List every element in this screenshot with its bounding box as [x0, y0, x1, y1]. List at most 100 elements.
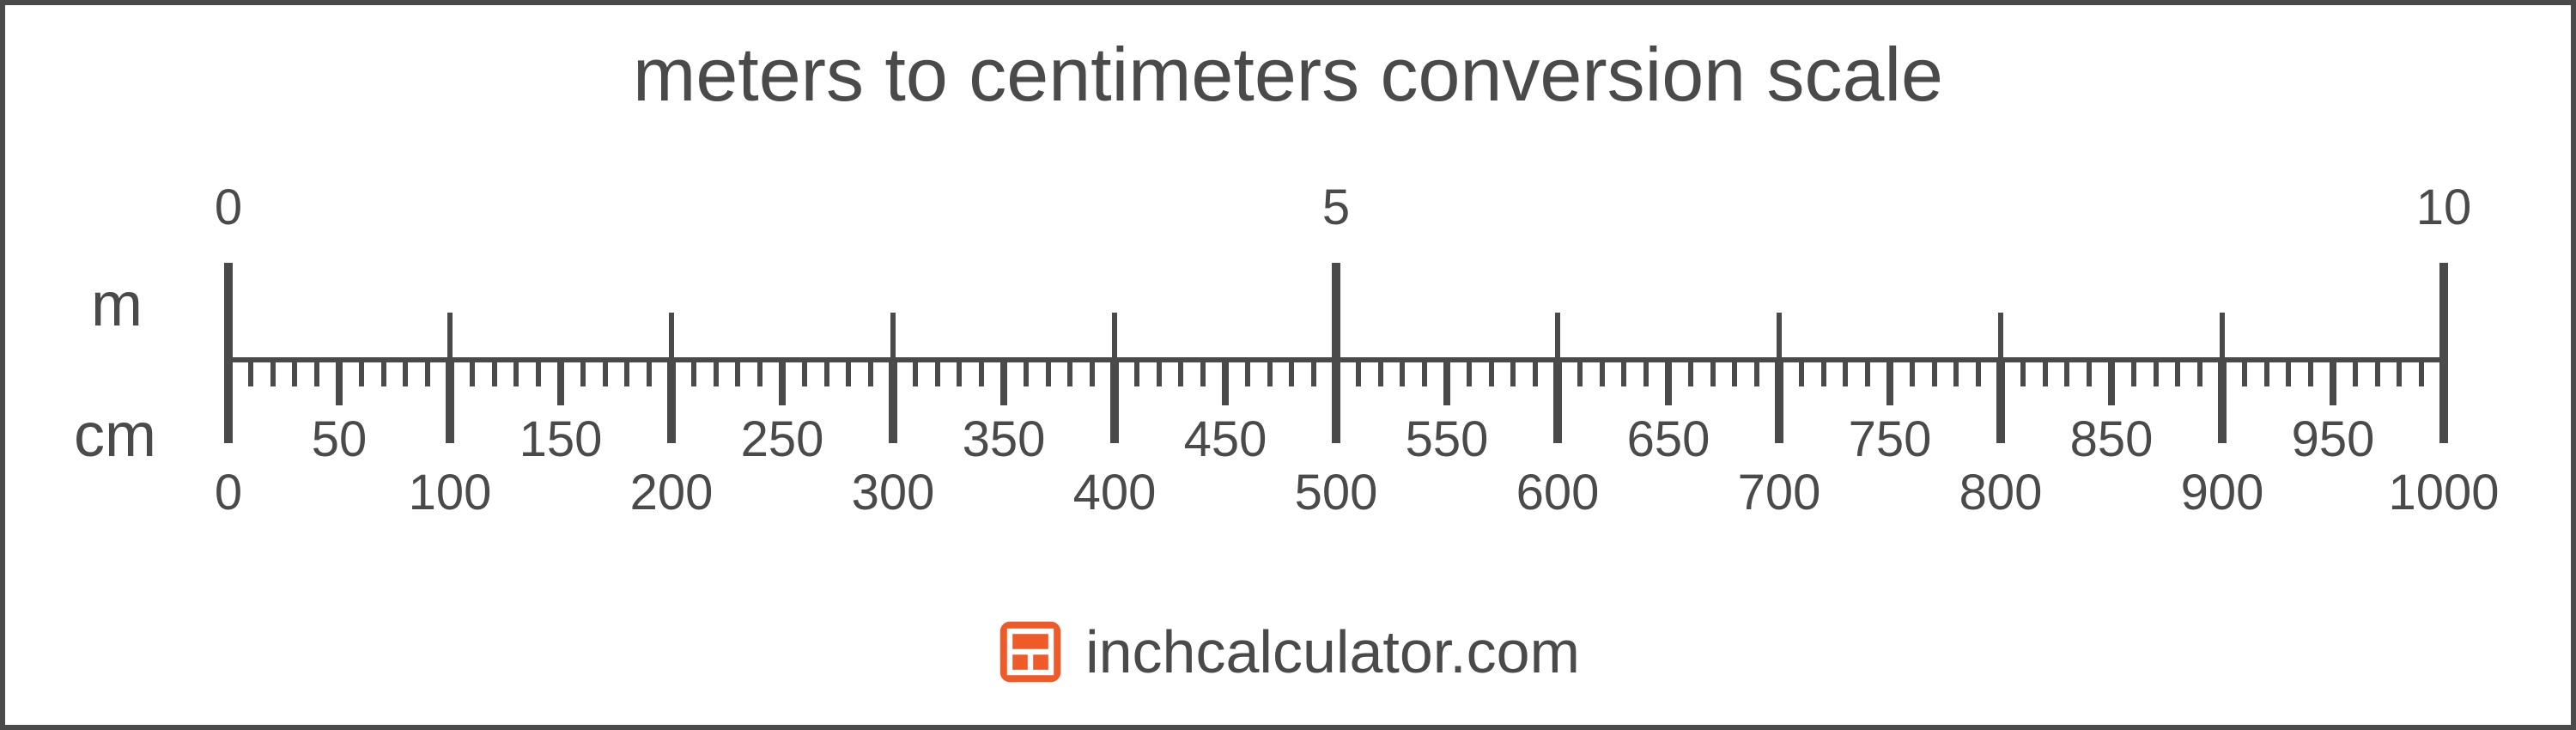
- cm-tick: [1157, 357, 1162, 386]
- footer-text: inchcalculator.com: [1085, 617, 1580, 686]
- cm-tick: [1996, 357, 2005, 443]
- cm-tick: [359, 357, 364, 386]
- cm-tick: [1621, 357, 1626, 386]
- cm-tick: [1222, 357, 1229, 405]
- cm-tick-label: 400: [1073, 464, 1157, 521]
- cm-tick: [492, 357, 497, 386]
- cm-tick: [846, 357, 851, 386]
- cm-tick: [2375, 357, 2380, 386]
- cm-tick-label: 800: [1959, 464, 2043, 521]
- cm-tick-label: 950: [2292, 411, 2375, 468]
- cm-tick: [1577, 357, 1583, 386]
- cm-tick-label: 100: [409, 464, 492, 521]
- cm-tick: [2087, 357, 2092, 386]
- ruler: 0510050100150200250300350400450500550600…: [228, 194, 2444, 538]
- footer: inchcalculator.com: [5, 617, 2571, 690]
- cm-tick-label: 500: [1295, 464, 1378, 521]
- scale-area: m cm 05100501001502002503003504004505005…: [5, 194, 2571, 538]
- cm-tick: [292, 357, 297, 386]
- cm-tick-label: 350: [963, 411, 1046, 468]
- calculator-icon: [996, 617, 1065, 686]
- cm-tick: [2154, 357, 2159, 386]
- cm-tick: [667, 357, 676, 443]
- cm-tick: [536, 357, 541, 386]
- cm-tick: [1886, 357, 1893, 405]
- cm-tick: [1754, 357, 1759, 386]
- cm-tick: [1332, 357, 1340, 443]
- cm-tick-label: 900: [2181, 464, 2264, 521]
- meter-tick-label: 10: [2416, 179, 2472, 236]
- meter-tick: [2220, 313, 2225, 362]
- cm-tick: [2286, 357, 2291, 386]
- cm-tick: [1067, 357, 1072, 386]
- cm-tick: [1311, 357, 1316, 386]
- cm-tick: [1821, 357, 1826, 386]
- cm-tick: [1489, 357, 1494, 386]
- meter-tick: [2439, 263, 2448, 362]
- cm-tick: [714, 357, 719, 386]
- meter-tick: [1332, 263, 1340, 362]
- cm-tick: [691, 357, 696, 386]
- meter-tick: [1555, 313, 1560, 362]
- cm-tick-label: 650: [1627, 411, 1710, 468]
- cm-tick: [1643, 357, 1649, 386]
- cm-tick: [314, 357, 319, 386]
- cm-tick: [2197, 357, 2202, 386]
- cm-tick: [2308, 357, 2313, 386]
- cm-tick: [779, 357, 786, 405]
- cm-tick: [1600, 357, 1605, 386]
- meter-tick: [447, 313, 453, 362]
- meter-tick-label: 5: [1322, 179, 1350, 236]
- cm-tick: [2064, 357, 2069, 386]
- cm-tick: [1865, 357, 1870, 386]
- meter-tick: [1112, 313, 1117, 362]
- cm-tick: [889, 357, 897, 443]
- cm-tick: [2397, 357, 2402, 386]
- cm-tick: [1024, 357, 1029, 386]
- cm-tick-label: 850: [2070, 411, 2154, 468]
- cm-tick: [381, 357, 386, 386]
- cm-tick-label: 750: [1849, 411, 1932, 468]
- page-title: meters to centimeters conversion scale: [5, 31, 2571, 119]
- cm-tick: [1178, 357, 1183, 386]
- cm-tick-label: 450: [1184, 411, 1267, 468]
- cm-tick: [557, 357, 564, 405]
- cm-tick-label: 50: [312, 411, 368, 468]
- cm-tick: [1378, 357, 1383, 386]
- cm-tick: [248, 357, 253, 386]
- cm-tick: [1090, 357, 1095, 386]
- cm-tick: [1110, 357, 1119, 443]
- cm-tick: [913, 357, 918, 386]
- cm-tick-label: 150: [519, 411, 603, 468]
- cm-tick: [1533, 357, 1538, 386]
- meter-tick: [1998, 313, 2003, 362]
- cm-tick: [935, 357, 940, 386]
- cm-tick: [2043, 357, 2048, 386]
- cm-tick: [802, 357, 807, 386]
- cm-tick: [446, 357, 454, 443]
- cm-tick: [425, 357, 430, 386]
- cm-tick: [1932, 357, 1937, 386]
- cm-tick: [2353, 357, 2358, 386]
- cm-tick: [868, 357, 873, 386]
- cm-tick: [224, 357, 233, 443]
- cm-tick: [1953, 357, 1959, 386]
- cm-tick: [2242, 357, 2247, 386]
- cm-tick: [2218, 357, 2227, 443]
- cm-tick-label: 550: [1406, 411, 1489, 468]
- cm-tick: [647, 357, 652, 386]
- cm-tick: [824, 357, 829, 386]
- cm-tick-label: 300: [852, 464, 935, 521]
- cm-tick: [2131, 357, 2136, 386]
- cm-tick: [1732, 357, 1737, 386]
- meter-tick-label: 0: [215, 179, 242, 236]
- cm-tick: [1134, 357, 1139, 386]
- cm-tick: [1553, 357, 1562, 443]
- cm-tick: [2330, 357, 2336, 405]
- cm-tick: [1976, 357, 1981, 386]
- cm-tick-label: 250: [741, 411, 824, 468]
- cm-tick: [1289, 357, 1294, 386]
- cm-tick: [1710, 357, 1716, 386]
- cm-tick: [2439, 357, 2448, 443]
- meter-tick: [669, 313, 674, 362]
